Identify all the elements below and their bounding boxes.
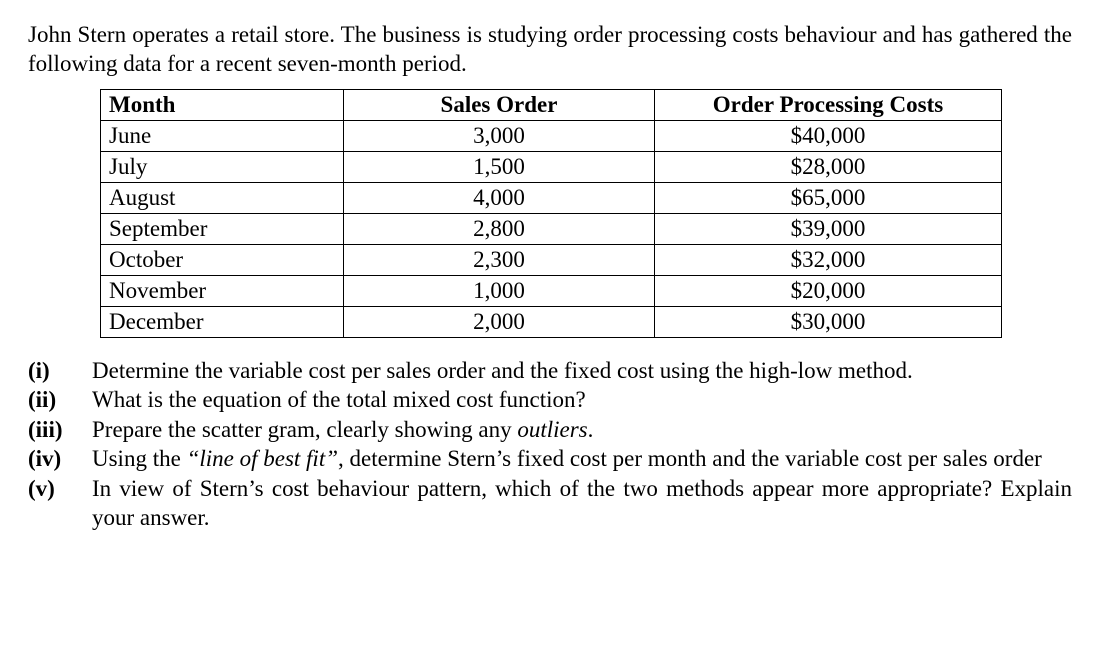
table-row: June 3,000 $40,000: [101, 120, 1002, 151]
col-header-month: Month: [101, 89, 344, 120]
cell-month: October: [101, 244, 344, 275]
question-row: (ii) What is the equation of the total m…: [28, 385, 1072, 414]
cell-sales: 2,800: [344, 213, 655, 244]
question-marker: (ii): [28, 385, 92, 414]
question-row: (v) In view of Stern’s cost behaviour pa…: [28, 474, 1072, 533]
cell-cost: $40,000: [655, 120, 1002, 151]
question-suffix: .: [588, 417, 594, 442]
cell-month: July: [101, 151, 344, 182]
cell-sales: 1,500: [344, 151, 655, 182]
question-suffix: , determine Stern’s fixed cost per month…: [338, 446, 1042, 471]
cell-month: August: [101, 182, 344, 213]
cell-cost: $30,000: [655, 306, 1002, 337]
question-text: What is the equation of the total mixed …: [92, 385, 1072, 414]
cell-sales: 3,000: [344, 120, 655, 151]
question-marker: (iv): [28, 444, 92, 473]
question-row: (iv) Using the “line of best fit”, deter…: [28, 444, 1072, 473]
cell-cost: $32,000: [655, 244, 1002, 275]
table-header-row: Month Sales Order Order Processing Costs: [101, 89, 1002, 120]
question-prefix: Using the: [92, 446, 187, 471]
cell-cost: $28,000: [655, 151, 1002, 182]
table-row: October 2,300 $32,000: [101, 244, 1002, 275]
question-marker: (i): [28, 356, 92, 385]
col-header-cost: Order Processing Costs: [655, 89, 1002, 120]
question-text: In view of Stern’s cost behaviour patter…: [92, 474, 1072, 533]
table-row: September 2,800 $39,000: [101, 213, 1002, 244]
question-emphasis: outliers: [517, 417, 587, 442]
cell-sales: 2,000: [344, 306, 655, 337]
question-marker: (v): [28, 474, 92, 533]
question-text: Determine the variable cost per sales or…: [92, 356, 1072, 385]
col-header-sales: Sales Order: [344, 89, 655, 120]
cell-month: November: [101, 275, 344, 306]
question-prefix: Prepare the scatter gram, clearly showin…: [92, 417, 517, 442]
cell-cost: $20,000: [655, 275, 1002, 306]
questions-block: (i) Determine the variable cost per sale…: [28, 356, 1072, 533]
question-marker: (iii): [28, 415, 92, 444]
data-table: Month Sales Order Order Processing Costs…: [100, 89, 1002, 338]
question-row: (i) Determine the variable cost per sale…: [28, 356, 1072, 385]
cell-month: June: [101, 120, 344, 151]
intro-text: John Stern operates a retail store. The …: [28, 20, 1072, 79]
cell-sales: 4,000: [344, 182, 655, 213]
table-row: November 1,000 $20,000: [101, 275, 1002, 306]
question-text: Prepare the scatter gram, clearly showin…: [92, 415, 1072, 444]
cell-month: December: [101, 306, 344, 337]
question-row: (iii) Prepare the scatter gram, clearly …: [28, 415, 1072, 444]
cell-cost: $39,000: [655, 213, 1002, 244]
cell-cost: $65,000: [655, 182, 1002, 213]
table-row: December 2,000 $30,000: [101, 306, 1002, 337]
question-emphasis: “line of best fit”: [187, 446, 338, 471]
table-row: August 4,000 $65,000: [101, 182, 1002, 213]
table-row: July 1,500 $28,000: [101, 151, 1002, 182]
question-text: Using the “line of best fit”, determine …: [92, 444, 1072, 473]
cell-month: September: [101, 213, 344, 244]
cell-sales: 2,300: [344, 244, 655, 275]
cell-sales: 1,000: [344, 275, 655, 306]
